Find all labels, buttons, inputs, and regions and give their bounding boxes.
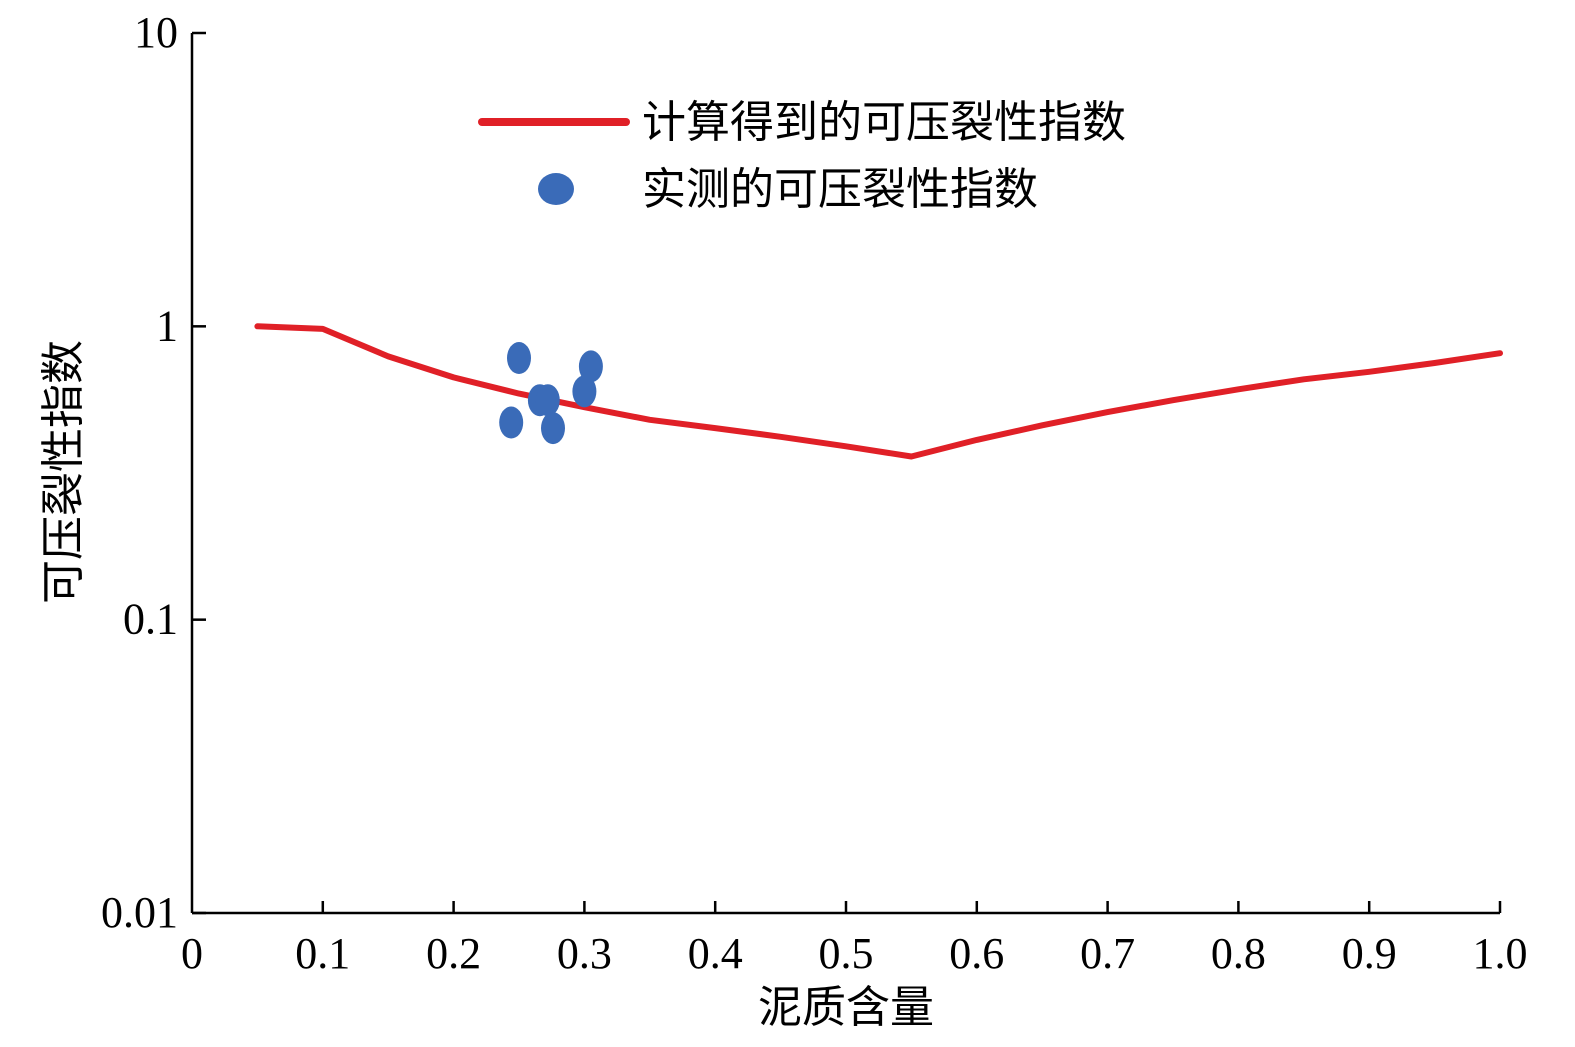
measured-point [541, 412, 565, 445]
computed-series [254, 323, 1503, 460]
x-axis-title: 泥质含量 [758, 982, 934, 1033]
x-tick-label: 0.8 [1211, 929, 1266, 978]
x-tick-label: 0.9 [1342, 929, 1397, 978]
legend-label-measured: 实测的可压裂性指数 [642, 164, 1038, 215]
y-ticks: 0.01 0.1 1 10 [101, 8, 206, 937]
x-ticks: 0 0.1 0.2 0.3 0.4 0.5 0.6 0.7 0.8 0.9 1.0 [181, 901, 1528, 978]
y-tick-label: 1 [156, 301, 178, 350]
y-axis-title: 可压裂性指数 [38, 340, 89, 604]
measured-point [578, 350, 603, 383]
computed-line [254, 323, 1503, 460]
y-tick-label: 0.1 [123, 595, 178, 644]
x-tick-label: 0.1 [295, 929, 350, 978]
x-tick-label: 0.7 [1080, 929, 1135, 978]
y-tick-label: 10 [134, 8, 178, 57]
legend-point-swatch [538, 173, 574, 205]
measured-point [572, 375, 597, 408]
x-tick-label: 0.3 [557, 929, 612, 978]
measured-point [535, 384, 560, 417]
legend-label-computed: 计算得到的可压裂性指数 [642, 97, 1126, 148]
x-tick-label: 1.0 [1473, 929, 1528, 978]
x-tick-label: 0 [181, 929, 203, 978]
measured-series [499, 342, 603, 445]
x-tick-label: 0.5 [819, 929, 874, 978]
legend: 计算得到的可压裂性指数 实测的可压裂性指数 [478, 97, 1126, 215]
measured-point [507, 342, 531, 374]
measured-point [499, 406, 524, 439]
x-tick-label: 0.2 [426, 929, 481, 978]
x-tick-label: 0.4 [688, 929, 743, 978]
x-tick-label: 0.6 [949, 929, 1004, 978]
y-tick-label: 0.01 [101, 888, 178, 937]
